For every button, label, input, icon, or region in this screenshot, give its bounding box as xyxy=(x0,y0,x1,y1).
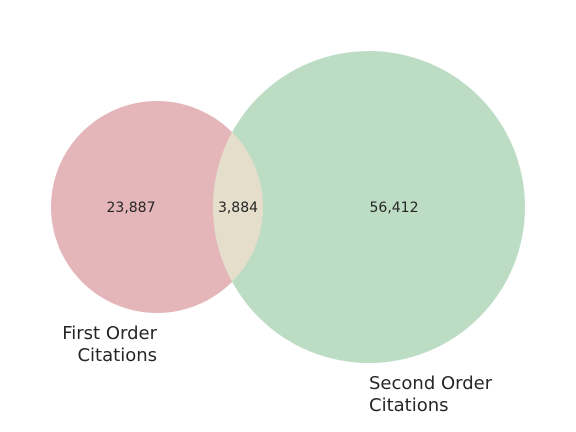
second-order-label-line-2: Citations xyxy=(369,395,449,416)
second-order-only-count: 56,412 xyxy=(370,200,419,216)
first-order-label-line-2: Citations xyxy=(77,345,157,366)
second-order-circle xyxy=(213,51,525,363)
first-order-label-line-1: First Order xyxy=(62,323,157,344)
intersection-count: 3,884 xyxy=(218,200,258,216)
first-order-circle xyxy=(51,101,263,313)
first-order-only-count: 23,887 xyxy=(107,200,156,216)
first-order-label: First Order Citations xyxy=(20,323,157,367)
second-order-label-line-1: Second Order xyxy=(369,373,493,394)
second-order-label: Second Order Citations xyxy=(369,373,569,417)
